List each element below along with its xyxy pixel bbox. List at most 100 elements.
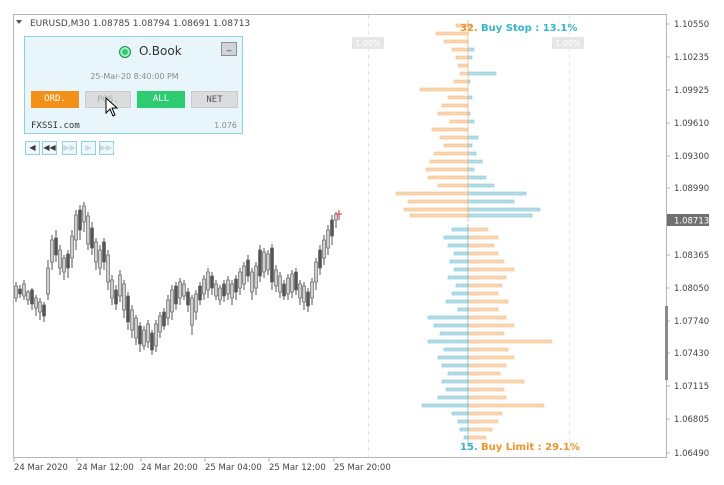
price-label: 1.06490 <box>674 449 709 459</box>
candle-body <box>90 227 94 249</box>
book-bar-sell <box>467 299 509 304</box>
book-bar-buy <box>467 151 477 156</box>
candle-body <box>150 332 154 351</box>
book-bar-sell <box>453 79 469 84</box>
book-bar-sell <box>443 39 469 44</box>
book-bar-sell <box>427 175 469 180</box>
candle-body <box>102 241 106 263</box>
nav-forward-button[interactable]: ▶▶ <box>62 141 77 155</box>
book-bar-buy <box>441 379 469 384</box>
candle-body <box>194 293 198 313</box>
book-bar-buy <box>427 339 469 344</box>
book-bar-sell <box>467 435 487 440</box>
bottom-pct-left: 15. <box>460 442 478 453</box>
nav-first-button[interactable]: ◀ <box>25 141 40 155</box>
book-bar-buy <box>421 403 469 408</box>
candle-body <box>54 237 58 256</box>
price-label: 1.09300 <box>674 152 709 162</box>
book-bar-sell <box>467 403 545 408</box>
nav-last-button[interactable]: ▶▶| <box>99 141 115 155</box>
price-axis: 1.10550 1.10235 1.09925 1.09610 1.09300 1.089… <box>666 20 709 459</box>
candle-body <box>134 317 138 339</box>
candle-body <box>170 289 174 313</box>
book-bar-sell <box>403 207 469 212</box>
candle-body <box>198 285 202 301</box>
candle-body <box>310 281 314 299</box>
price-label: 1.09925 <box>674 86 709 96</box>
candle-body <box>38 301 42 313</box>
candle-body <box>26 291 30 301</box>
price-label: 1.10235 <box>674 53 709 63</box>
time-label: 24 Mar 12:00 <box>77 463 134 473</box>
candle-body <box>318 249 322 269</box>
book-bar-sell <box>467 259 505 264</box>
candle-body <box>222 283 226 297</box>
book-bar-sell <box>467 315 507 320</box>
book-bar-buy <box>439 331 469 336</box>
book-bar-buy <box>467 167 475 172</box>
book-bar-buy <box>451 291 469 296</box>
book-bar-buy <box>467 119 475 124</box>
candle-body <box>306 291 310 307</box>
price-label: 1.07115 <box>674 382 709 392</box>
book-bar-sell <box>467 347 509 352</box>
mouse-cursor-icon <box>105 97 119 117</box>
candle-body <box>274 269 278 287</box>
book-bar-sell <box>467 291 499 296</box>
candle-body <box>242 265 246 285</box>
book-bar-sell <box>449 119 469 124</box>
book-bar-buy <box>451 411 469 416</box>
book-bar-sell <box>467 251 499 256</box>
candle-body <box>118 274 122 297</box>
book-bar-sell <box>467 307 499 312</box>
candle-body <box>206 271 210 291</box>
candle-body <box>278 275 282 293</box>
candle-body <box>74 214 78 241</box>
book-bar-sell <box>467 419 499 424</box>
book-bar-sell <box>457 63 469 68</box>
candle-body <box>34 297 38 309</box>
price-scrollbar[interactable] <box>665 306 668 380</box>
book-bar-sell <box>467 371 501 376</box>
book-bar-buy <box>467 135 479 140</box>
ord-button[interactable]: ORD. <box>31 91 79 108</box>
candle-body <box>106 254 110 283</box>
time-label: 24 Mar 2020 <box>14 463 68 473</box>
candle-body <box>186 291 190 306</box>
book-bar-sell <box>467 395 507 400</box>
book-bar-sell <box>407 199 469 204</box>
candle-body <box>266 253 270 271</box>
book-bar-buy <box>453 251 469 256</box>
candle-body <box>22 283 26 297</box>
candle-body <box>94 241 98 263</box>
book-bar-sell <box>467 323 515 328</box>
nav-rewind-button[interactable]: ◀◀ <box>42 141 57 155</box>
symbol-dropdown-icon[interactable] <box>16 20 22 24</box>
current-price: 1.08713 <box>674 217 709 227</box>
panel-title: O.Book <box>139 44 182 58</box>
time-label: 25 Mar 20:00 <box>334 463 391 473</box>
book-bar-sell <box>437 183 469 188</box>
book-bar-buy <box>459 427 469 432</box>
book-bar-buy <box>455 283 469 288</box>
candle-body <box>298 283 302 299</box>
candle-body <box>130 309 134 331</box>
minimize-button[interactable]: _ <box>221 42 237 56</box>
book-bar-buy <box>447 371 469 376</box>
candle-body <box>182 283 186 297</box>
book-bar-buy <box>453 267 469 272</box>
brand-label: FXSSI.com <box>31 121 80 131</box>
nav-next-button[interactable]: ▶ <box>81 141 96 155</box>
candle-body <box>334 213 338 221</box>
book-bar-buy <box>445 299 469 304</box>
book-bar-buy <box>433 323 469 328</box>
all-button[interactable]: ALL <box>137 91 185 108</box>
candle-body <box>286 277 290 295</box>
book-bar-buy <box>443 347 469 352</box>
net-button[interactable]: NET <box>191 91 238 108</box>
book-bar-sell <box>419 87 469 92</box>
book-bar-sell <box>441 103 469 108</box>
book-bar-sell <box>447 95 469 100</box>
orderbook-bars <box>395 20 553 446</box>
